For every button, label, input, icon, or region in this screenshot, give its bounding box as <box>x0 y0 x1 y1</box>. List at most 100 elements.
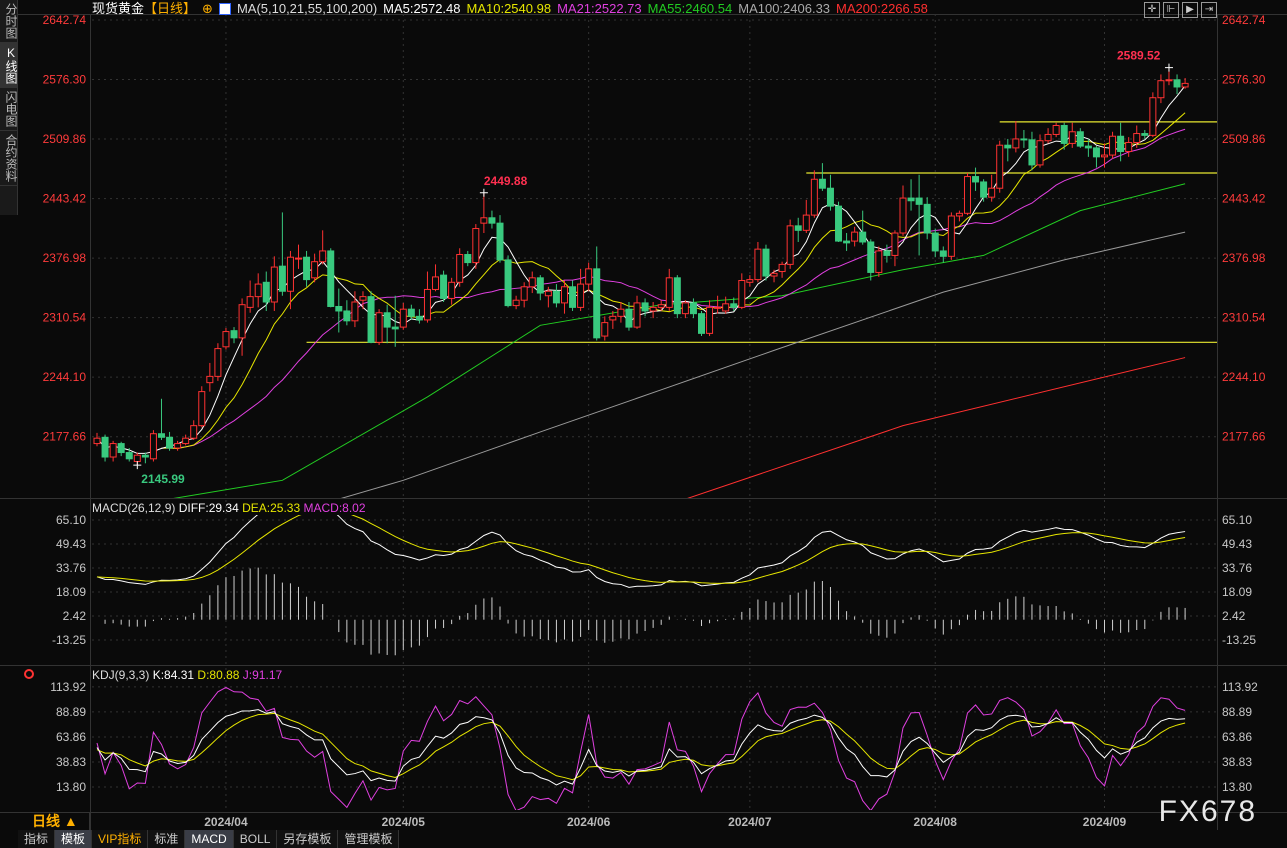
tab-indicators[interactable]: 指标 <box>18 830 56 848</box>
candle-body <box>843 240 851 244</box>
candle <box>689 298 697 319</box>
macd-right-tick-label: 18.09 <box>1222 585 1252 599</box>
candle <box>544 286 552 308</box>
candle <box>230 327 238 344</box>
candle <box>246 280 254 313</box>
candle <box>657 300 665 311</box>
candle-body <box>1020 138 1028 141</box>
sidebar: 分时图 K线图 闪电图 合约资料 <box>0 0 18 215</box>
tab-kline[interactable]: K线图 <box>0 43 18 88</box>
ma21-line <box>161 128 1186 449</box>
candle <box>141 452 149 464</box>
candle-body <box>835 205 843 242</box>
x-tick-label: 2024/09 <box>1083 815 1127 829</box>
candle-body <box>1165 79 1173 82</box>
candle-body <box>504 259 512 307</box>
candle-body <box>174 443 182 449</box>
candle-body <box>456 254 464 283</box>
candle <box>1117 122 1125 162</box>
candle-body <box>343 310 351 322</box>
candle <box>988 174 996 202</box>
candle-body <box>278 265 286 292</box>
kdj-settings-icon[interactable] <box>24 669 34 679</box>
candle <box>472 224 480 269</box>
candle-body <box>802 214 810 231</box>
candle-body <box>512 299 520 307</box>
candle-body <box>1044 133 1052 142</box>
candle <box>593 246 601 341</box>
macd-value: MACD:8.02 <box>303 501 366 515</box>
tab-standard[interactable]: 标准 <box>148 830 186 848</box>
price-right-tick-label: 2177.66 <box>1222 430 1266 444</box>
candle-body <box>488 217 496 224</box>
macd-dea: DEA:25.33 <box>242 501 301 515</box>
candle-body <box>649 306 657 312</box>
tab-vip-indicators[interactable]: VIP指标 <box>92 830 149 848</box>
candle-body <box>544 290 552 297</box>
tab-flash[interactable]: 闪电图 <box>0 88 18 131</box>
candle-body <box>746 279 754 283</box>
crosshair-icon[interactable]: ✛ <box>1144 2 1160 18</box>
candle <box>1052 122 1060 138</box>
candle <box>278 212 286 296</box>
indicator-icon[interactable] <box>218 3 231 15</box>
candle <box>125 448 133 462</box>
candle <box>367 291 375 344</box>
tab-manage-templates[interactable]: 管理模板 <box>338 830 400 848</box>
tab-templates[interactable]: 模板 <box>55 830 93 848</box>
period-selector[interactable]: 日线 ▲ <box>18 813 90 830</box>
candle <box>270 256 278 311</box>
candle-body <box>1012 138 1020 149</box>
tab-timeshare[interactable]: 分时图 <box>0 0 18 43</box>
candle-body <box>246 296 254 308</box>
candle-body <box>407 308 415 317</box>
candle-body <box>214 348 222 377</box>
candle <box>963 172 971 216</box>
goto-end-icon[interactable]: ⇥ <box>1201 2 1217 18</box>
zoom-in-icon[interactable]: ⊩ <box>1163 2 1179 18</box>
kdj-panel <box>96 686 1186 810</box>
candle <box>665 268 673 311</box>
x-tick-label: 2024/07 <box>728 815 772 829</box>
candle <box>826 174 834 211</box>
target-icon[interactable]: ⊕ <box>202 1 213 16</box>
candle <box>399 302 407 330</box>
tab-macd[interactable]: MACD <box>185 830 234 848</box>
macd-diff: DIFF:29.34 <box>178 501 239 515</box>
macd-left-tick-label: 18.09 <box>56 585 86 599</box>
candle <box>875 246 883 277</box>
tab-contract-info[interactable]: 合约资料 <box>0 131 18 186</box>
candle-body <box>754 248 762 281</box>
candle-body <box>883 250 891 256</box>
candle-body <box>1076 131 1084 147</box>
candle <box>375 309 383 346</box>
candle <box>335 288 343 333</box>
candle <box>722 296 730 314</box>
candle <box>794 217 802 242</box>
candle <box>1101 143 1108 168</box>
candle <box>843 233 851 251</box>
kdj-right-tick-label: 63.86 <box>1222 730 1252 744</box>
scroll-right-icon[interactable]: ▶ <box>1182 2 1198 18</box>
extreme-marker <box>479 188 488 197</box>
candle-body <box>93 437 101 445</box>
tab-boll[interactable]: BOLL <box>233 830 278 848</box>
candle <box>528 271 536 294</box>
candle <box>1044 128 1052 144</box>
candle <box>1092 146 1100 168</box>
candle-body <box>939 250 947 257</box>
candle-body <box>980 181 988 198</box>
tab-save-template[interactable]: 另存模板 <box>277 830 339 848</box>
candle <box>891 230 899 267</box>
candle <box>585 262 593 292</box>
candle <box>730 297 738 311</box>
candle <box>327 248 335 308</box>
candle <box>1157 74 1165 104</box>
candle <box>851 226 859 247</box>
ma100-line <box>340 231 1186 498</box>
candle-body <box>149 433 157 460</box>
macd-right-tick-label: 65.10 <box>1222 513 1252 527</box>
candle-body <box>496 222 504 261</box>
candle-body <box>762 248 770 277</box>
